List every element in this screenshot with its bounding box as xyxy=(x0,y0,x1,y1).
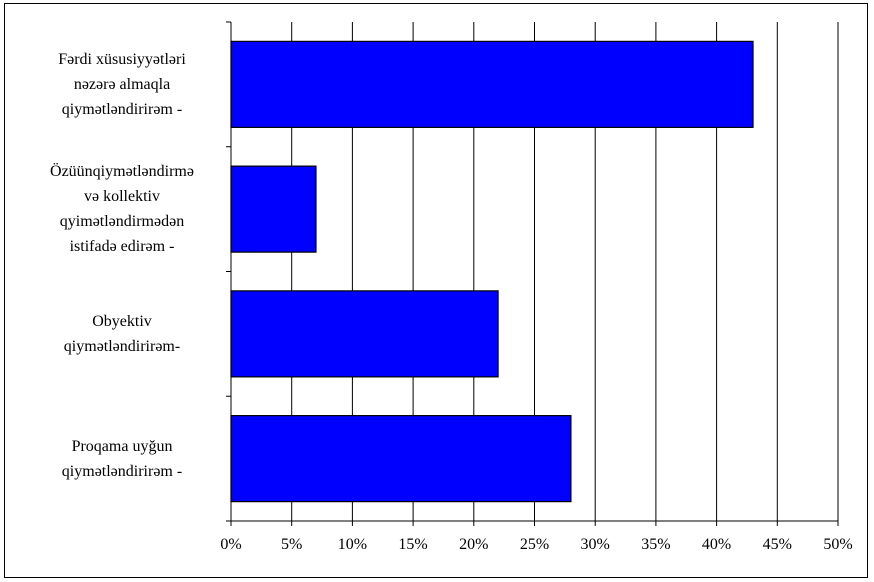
x-tick-label: 20% xyxy=(459,536,488,553)
bar xyxy=(230,290,499,378)
x-tick-label: 5% xyxy=(281,536,302,553)
x-tick-label: 25% xyxy=(520,536,549,553)
x-tick-label: 45% xyxy=(763,536,792,553)
bar xyxy=(230,165,317,253)
x-tick-label: 15% xyxy=(398,536,427,553)
bar xyxy=(230,415,572,503)
x-tick-label: 35% xyxy=(641,536,670,553)
bar xyxy=(230,40,754,128)
bar-chart: 0% 5% 10% 15% 20% 25% 30% 35% 40% 45% 50% xyxy=(220,21,853,553)
category-label: Proqama uyğun qiymətləndirirəm - xyxy=(61,437,183,480)
category-label: Fərdi xüsusiyyətləri nəzərə almaqla qiym… xyxy=(58,50,186,118)
x-tick-label: 0% xyxy=(220,536,241,553)
chart-frame: 0% 5% 10% 15% 20% 25% 30% 35% 40% 45% 50% Fərdi xü… xyxy=(4,3,868,578)
x-tick-label: 50% xyxy=(823,536,852,553)
x-tick-label: 30% xyxy=(581,536,610,553)
category-label: Obyektiv qiymətləndirirəm- xyxy=(63,312,181,355)
x-tick-label: 40% xyxy=(702,536,731,553)
x-tick-label: 10% xyxy=(338,536,367,553)
category-label: Özüünqiymətləndirmə və kollektiv qyimətl… xyxy=(50,163,194,256)
